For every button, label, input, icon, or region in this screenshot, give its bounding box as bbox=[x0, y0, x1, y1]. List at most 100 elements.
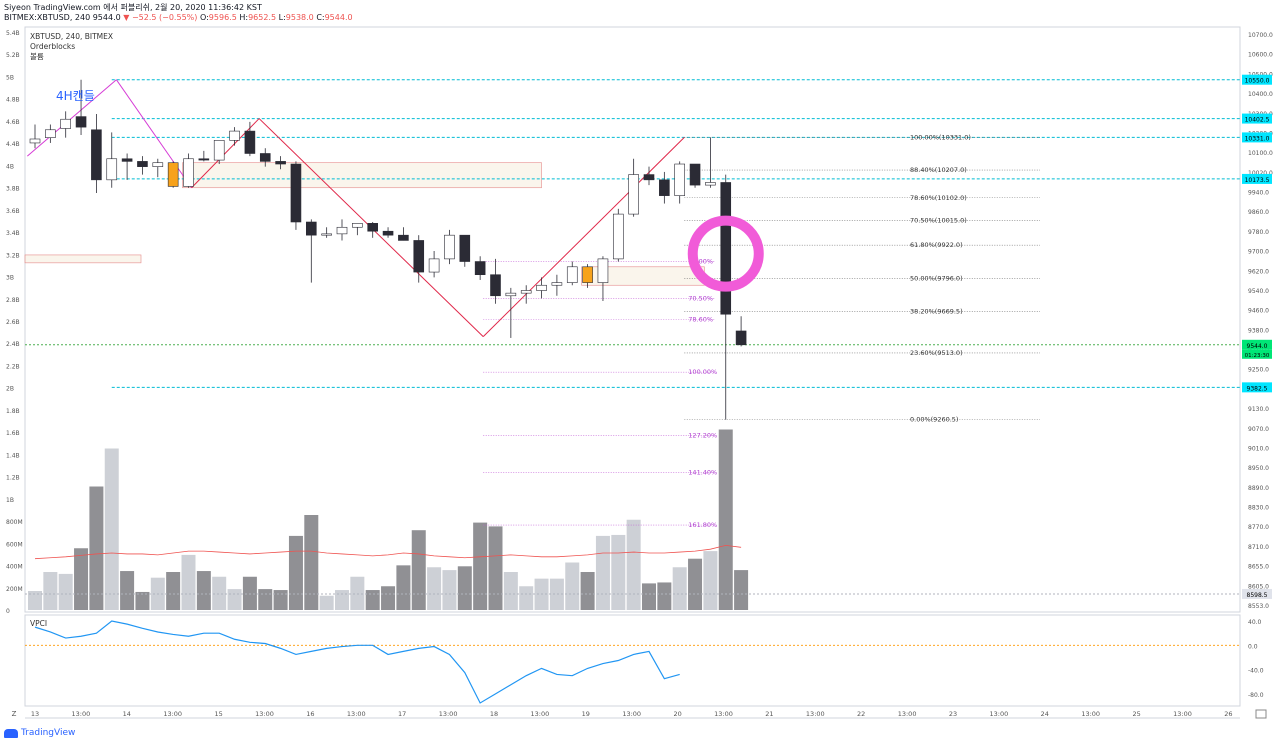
volume-bar bbox=[672, 567, 687, 610]
x-axis-tick: 15 bbox=[214, 710, 222, 718]
ohlc-header: BITMEX:XBTUSD, 240 9544.0 ▼ −52.5 (−0.55… bbox=[4, 13, 353, 23]
fib-extension-label: 100.00% bbox=[688, 368, 717, 376]
candle-body bbox=[551, 282, 563, 286]
right-axis-tick: 10400.0 bbox=[1248, 91, 1273, 98]
price-tag bbox=[1242, 113, 1272, 124]
high-label: H: bbox=[239, 13, 249, 22]
zigzag-line bbox=[26, 79, 117, 157]
publish-info: Siyeon TradingView.com 에서 퍼블리쉬, 2월 20, 2… bbox=[4, 3, 262, 12]
x-axis-tick: 22 bbox=[857, 710, 865, 718]
candle-body bbox=[628, 174, 639, 215]
left-axis-tick: 1.2B bbox=[6, 475, 20, 482]
volume-bar bbox=[427, 567, 442, 610]
right-axis-tick: 9540.0 bbox=[1248, 288, 1269, 295]
volume-bar bbox=[488, 526, 503, 610]
right-axis-tick: 9070.0 bbox=[1248, 426, 1269, 433]
volume-bar bbox=[181, 554, 196, 610]
right-axis-tick: 8890.0 bbox=[1248, 485, 1269, 492]
candle-body bbox=[689, 163, 701, 186]
left-axis-tick: 5.2B bbox=[6, 52, 20, 59]
volume-bar bbox=[43, 572, 58, 610]
vpci-axis-tick: 40.0 bbox=[1248, 619, 1262, 626]
price-tag bbox=[1242, 74, 1272, 85]
volume-bar bbox=[473, 522, 488, 610]
timezone-button[interactable]: Z bbox=[12, 710, 17, 718]
candle-body bbox=[137, 161, 148, 167]
chart-annotation: 4H캔들 bbox=[56, 89, 95, 103]
candle-body bbox=[674, 163, 686, 196]
main-pane-border bbox=[24, 26, 1241, 613]
price-tag bbox=[1242, 339, 1272, 350]
low-value: 9538.0 bbox=[285, 13, 314, 22]
right-axis-tick: 8553.0 bbox=[1248, 603, 1269, 610]
price-change: ▼ −52.5 (−0.55%) bbox=[123, 13, 198, 22]
highlight-circle bbox=[687, 215, 764, 292]
brand-label: TradingView bbox=[21, 728, 76, 738]
x-axis-tick: 13:00 bbox=[622, 710, 641, 718]
candle-body bbox=[428, 258, 440, 273]
vpci-axis-tick: 0.0 bbox=[1248, 643, 1258, 650]
right-axis-tick: 9620.0 bbox=[1248, 268, 1269, 275]
left-axis-tick: 2.4B bbox=[6, 341, 20, 348]
left-axis-tick: 0 bbox=[6, 608, 10, 615]
candle-body bbox=[505, 292, 517, 297]
price-tag-label: 9544.0 bbox=[1247, 343, 1268, 350]
x-axis-tick: 25 bbox=[1132, 710, 1140, 718]
volume-ma-line bbox=[34, 544, 742, 560]
candle-body bbox=[582, 266, 593, 283]
volume-bar bbox=[381, 586, 396, 610]
left-axis-tick: 2.6B bbox=[6, 319, 20, 326]
vpci-title: VPCI bbox=[30, 619, 47, 628]
volume-bar bbox=[519, 586, 534, 610]
close-label: C: bbox=[316, 13, 325, 22]
left-axis-tick: 1.8B bbox=[6, 408, 20, 415]
right-axis-tick: 9460.0 bbox=[1248, 308, 1269, 315]
candle-body bbox=[75, 116, 87, 128]
countdown-label: 01:23:30 bbox=[1245, 353, 1270, 359]
right-axis-tick: 8605.0 bbox=[1248, 583, 1269, 590]
legend-volume: 볼륨 bbox=[30, 52, 44, 61]
x-axis-tick: 18 bbox=[490, 710, 498, 718]
volume-bar bbox=[28, 591, 42, 610]
candle-body bbox=[244, 130, 256, 154]
x-axis-tick: 13:00 bbox=[531, 710, 550, 718]
volume-bar bbox=[565, 562, 580, 610]
settings-gear-icon[interactable] bbox=[1255, 709, 1267, 719]
volume-bar bbox=[396, 565, 411, 610]
volume-bar bbox=[319, 595, 334, 610]
open-label: O: bbox=[199, 13, 209, 22]
candle-body bbox=[259, 153, 271, 162]
vpci-axis-tick: -40.0 bbox=[1248, 668, 1264, 675]
volume-bar bbox=[227, 589, 242, 610]
candle-body bbox=[183, 158, 194, 187]
left-axis-tick: 1B bbox=[6, 497, 14, 504]
close-value: 9544.0 bbox=[324, 13, 353, 22]
left-axis-tick: 600M bbox=[6, 541, 23, 548]
fib-level-label: 78.60%(10102.0) bbox=[910, 194, 967, 202]
price-tag-label: 9382.5 bbox=[1247, 385, 1268, 392]
fib-level-label: 88.40%(10207.0) bbox=[910, 166, 967, 174]
zigzag-line bbox=[115, 79, 192, 189]
right-axis-tick: 8830.0 bbox=[1248, 505, 1269, 512]
volume-bar bbox=[304, 515, 319, 610]
zigzag-line bbox=[191, 118, 260, 189]
vpci-line bbox=[34, 620, 680, 704]
volume-bar bbox=[58, 573, 73, 610]
tradingview-brand[interactable]: TradingView bbox=[4, 728, 75, 738]
orderblock-zone bbox=[182, 162, 542, 189]
candle-body bbox=[382, 230, 394, 236]
candle-body bbox=[659, 179, 670, 196]
volume-bar bbox=[288, 535, 303, 610]
fib-extension-label: 141.40% bbox=[688, 468, 717, 476]
x-axis-tick: 13:00 bbox=[898, 710, 917, 718]
volume-bar bbox=[718, 429, 733, 610]
left-axis-tick: 1.6B bbox=[6, 430, 20, 437]
fib-extension-label: 161.80% bbox=[688, 521, 717, 529]
right-axis-tick: 10100.0 bbox=[1248, 150, 1273, 157]
right-axis-tick: 9010.0 bbox=[1248, 445, 1269, 452]
volume-bar bbox=[104, 448, 119, 610]
x-axis-tick: 14 bbox=[123, 710, 131, 718]
candle-body bbox=[106, 158, 118, 181]
candle-body bbox=[198, 158, 210, 161]
